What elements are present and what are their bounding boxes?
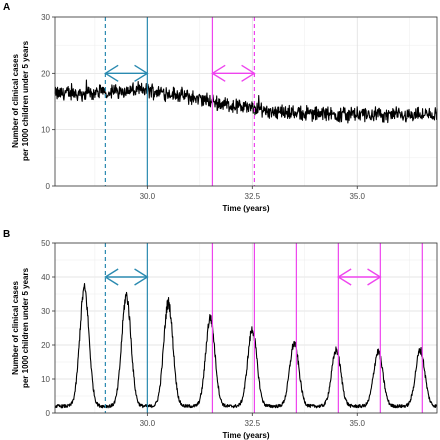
panel-b-x-tick-label: 32.5	[245, 419, 261, 428]
panel-a-y-axis-title-line-1: per 1000 children under 5 years	[21, 40, 30, 161]
panel-b-interval-arrow-1	[337, 268, 382, 286]
panel-b-frame	[54, 242, 438, 414]
panel-b-x-axis-title: Time (years)	[223, 431, 270, 440]
panel-b-y-tick-label: 50	[41, 239, 50, 248]
panel-b-x-tick-label: 35.0	[349, 419, 365, 428]
panel-b-series-line	[54, 282, 438, 409]
panel-a-y-tick-label: 10	[41, 126, 50, 135]
panel-b-y-tick-label: 10	[41, 375, 50, 384]
panel-a-letter: A	[3, 2, 10, 13]
panel-a-interval-arrow-1	[211, 64, 256, 82]
panel-a-y-axis-title-line-0: Number of clinical cases	[11, 54, 20, 148]
panel-b-x-tick-label: 30.0	[140, 419, 156, 428]
panel-a-x-tick-label: 32.5	[245, 192, 261, 201]
panel-b-y-tick-label: 30	[41, 307, 50, 316]
panel-b-y-tick-label: 0	[46, 409, 51, 418]
panel-a: A 0 10 20 30 30.0 32.5 35.0 Time (years) Number …	[3, 2, 438, 213]
panel-b: B 0 10 20 30 40 50 30.0 32.5 35.0 Time (years) Num…	[3, 229, 438, 440]
panel-b-y-axis-title-line-0: Number of clinical cases	[11, 281, 20, 375]
panel-a-y-tick-label: 30	[41, 13, 50, 22]
panel-b-interval-arrow-0	[104, 268, 149, 286]
panel-b-y-tick-label: 20	[41, 341, 50, 350]
panel-a-x-axis-title: Time (years)	[223, 204, 270, 213]
panel-b-letter: B	[3, 229, 10, 240]
panel-a-y-tick-label: 20	[41, 69, 50, 78]
panel-b-y-axis-title-line-1: per 1000 children under 5 years	[21, 267, 30, 388]
panel-a-interval-arrow-0	[104, 64, 149, 82]
panel-a-series-line	[54, 79, 438, 124]
panel-a-x-tick-label: 35.0	[349, 192, 365, 201]
panel-a-frame	[54, 16, 438, 187]
panel-a-x-tick-label: 30.0	[140, 192, 156, 201]
panel-a-y-tick-label: 0	[46, 182, 51, 191]
panel-b-y-tick-label: 40	[41, 273, 50, 282]
